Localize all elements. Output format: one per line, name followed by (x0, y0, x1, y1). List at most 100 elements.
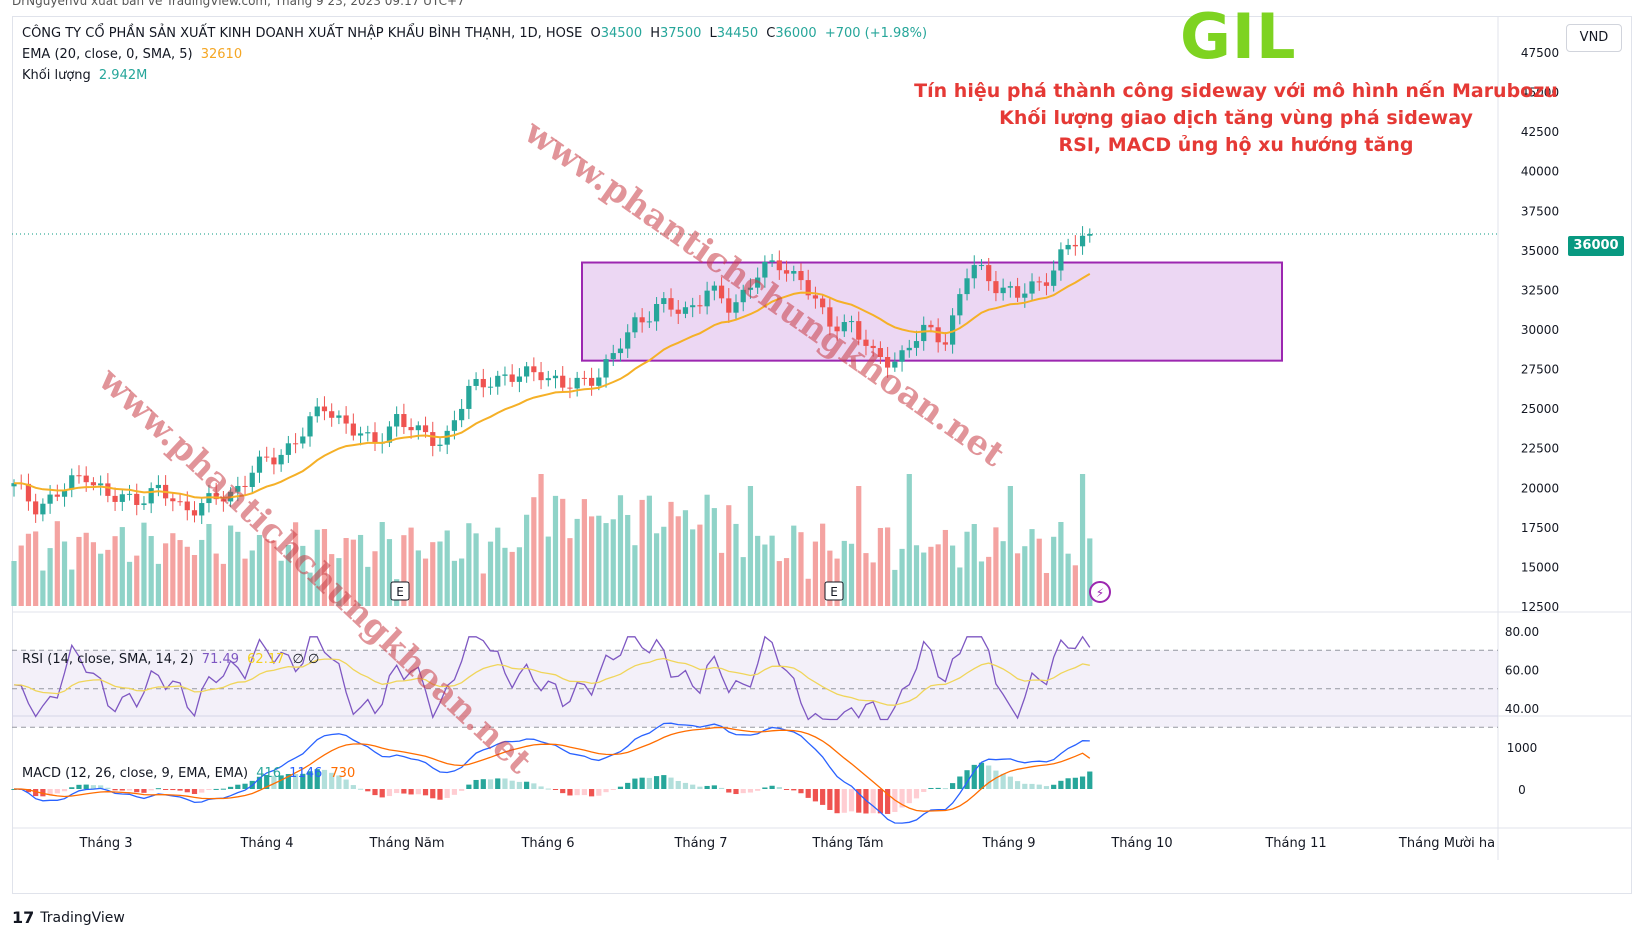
volume-bar[interactable] (134, 555, 140, 606)
candle[interactable] (538, 372, 544, 381)
macd-histogram-bar[interactable] (379, 789, 385, 798)
volume-bar[interactable] (531, 497, 537, 606)
candle[interactable] (675, 309, 681, 314)
macd-histogram-bar[interactable] (408, 789, 414, 795)
candle[interactable] (148, 488, 154, 504)
macd-histogram-bar[interactable] (495, 778, 501, 789)
candle[interactable] (33, 501, 39, 515)
volume-bar[interactable] (791, 525, 797, 606)
macd-histogram-bar[interactable] (820, 789, 826, 805)
volume-bar[interactable] (675, 516, 681, 606)
volume-bar[interactable] (401, 535, 407, 606)
macd-histogram-bar[interactable] (755, 789, 761, 791)
candle[interactable] (119, 494, 125, 502)
macd-histogram-bar[interactable] (228, 786, 234, 789)
macd-histogram-bar[interactable] (1036, 784, 1042, 789)
macd-histogram-bar[interactable] (401, 789, 407, 794)
macd-histogram-bar[interactable] (740, 789, 746, 794)
candle[interactable] (783, 270, 790, 274)
macd-histogram-bar[interactable] (964, 770, 970, 789)
candle[interactable] (596, 377, 602, 386)
volume-bar[interactable] (112, 536, 118, 606)
volume-bar[interactable] (422, 558, 429, 606)
volume-bar[interactable] (574, 518, 580, 606)
volume-bar[interactable] (762, 544, 768, 606)
volume-bar[interactable] (191, 555, 198, 606)
macd-histogram-bar[interactable] (1043, 786, 1050, 789)
volume-bar[interactable] (1022, 546, 1028, 606)
candle[interactable] (199, 503, 205, 516)
candle[interactable] (552, 375, 559, 379)
candle[interactable] (155, 484, 161, 489)
macd-histogram-bar[interactable] (856, 789, 862, 813)
macd-histogram-bar[interactable] (119, 789, 125, 791)
candle[interactable] (986, 265, 992, 282)
candle[interactable] (242, 485, 248, 487)
volume-legend[interactable]: Khối lượng 2.942M (22, 68, 151, 83)
candle[interactable] (235, 485, 241, 492)
macd-histogram-bar[interactable] (978, 762, 985, 789)
candle[interactable] (422, 425, 429, 433)
macd-histogram-bar[interactable] (827, 789, 833, 810)
macd-histogram-bar[interactable] (415, 789, 421, 795)
candle[interactable] (942, 342, 948, 345)
candle[interactable] (805, 280, 811, 296)
candle[interactable] (444, 430, 450, 445)
macd-histogram-bar[interactable] (502, 778, 508, 789)
macd-histogram-bar[interactable] (292, 774, 299, 789)
macd-histogram-bar[interactable] (271, 775, 277, 789)
volume-bar[interactable] (711, 508, 717, 606)
candle[interactable] (769, 260, 775, 262)
macd-histogram-bar[interactable] (480, 779, 486, 789)
volume-bar[interactable] (957, 567, 963, 606)
candle[interactable] (993, 281, 999, 294)
candle[interactable] (487, 386, 494, 388)
macd-histogram-bar[interactable] (1072, 777, 1078, 789)
volume-bar[interactable] (877, 527, 883, 606)
macd-histogram-bar[interactable] (625, 782, 631, 789)
candle[interactable] (567, 387, 573, 389)
volume-bar[interactable] (163, 543, 169, 606)
volume-bar[interactable] (235, 531, 241, 606)
candle[interactable] (524, 366, 530, 377)
macd-histogram-bar[interactable] (278, 775, 284, 789)
macd-histogram-bar[interactable] (906, 789, 912, 804)
candle[interactable] (661, 298, 667, 305)
volume-bar[interactable] (653, 533, 660, 606)
earnings-marker[interactable] (824, 581, 844, 601)
volume-bar[interactable] (502, 547, 508, 606)
candle[interactable] (415, 425, 421, 431)
candle[interactable] (589, 377, 595, 386)
candle[interactable] (76, 475, 82, 477)
candle[interactable] (430, 432, 436, 446)
candle[interactable] (372, 432, 378, 444)
candle[interactable] (11, 483, 17, 487)
macd-histogram-bar[interactable] (993, 770, 999, 789)
candle[interactable] (480, 378, 486, 388)
volume-bar[interactable] (357, 534, 364, 606)
macd-histogram-bar[interactable] (473, 779, 479, 789)
macd-histogram-bar[interactable] (430, 789, 436, 799)
candle[interactable] (740, 289, 746, 303)
volume-bar[interactable] (278, 560, 284, 606)
candle[interactable] (668, 298, 674, 310)
candle[interactable] (292, 443, 299, 445)
volume-bar[interactable] (776, 561, 782, 606)
macd-histogram-bar[interactable] (574, 789, 580, 796)
candle[interactable] (61, 489, 68, 497)
candle[interactable] (365, 432, 371, 434)
macd-histogram-bar[interactable] (776, 787, 782, 789)
macd-histogram-bar[interactable] (848, 789, 855, 812)
macd-histogram-bar[interactable] (350, 785, 356, 789)
macd-histogram-bar[interactable] (191, 789, 198, 794)
volume-bar[interactable] (971, 524, 977, 606)
volume-bar[interactable] (184, 546, 190, 606)
macd-histogram-bar[interactable] (40, 789, 46, 797)
candle[interactable] (950, 315, 956, 345)
macd-histogram-bar[interactable] (314, 769, 320, 789)
candle[interactable] (964, 278, 970, 295)
volume-bar[interactable] (552, 495, 559, 606)
candle[interactable] (978, 265, 985, 267)
macd-histogram-bar[interactable] (386, 789, 393, 797)
candle[interactable] (170, 498, 176, 502)
